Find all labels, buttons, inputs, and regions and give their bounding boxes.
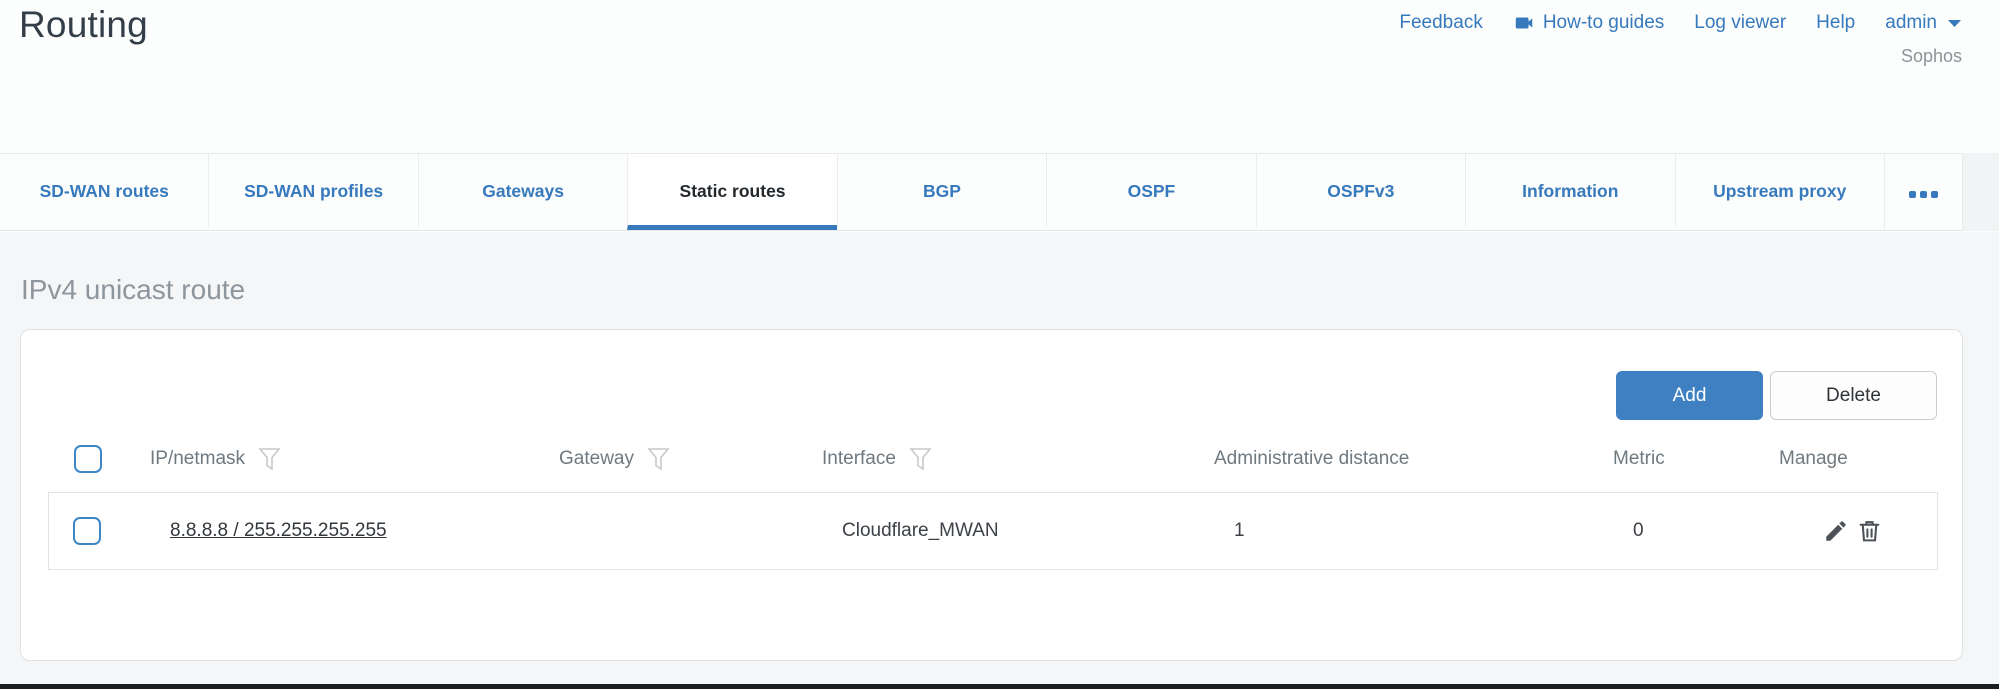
brand-label: Sophos <box>1900 46 1962 66</box>
route-link[interactable]: 8.8.8.8 / 255.255.255.255 <box>170 520 387 541</box>
add-button[interactable]: Add <box>1616 371 1763 420</box>
tab-upstream-proxy[interactable]: Upstream proxy <box>1674 154 1884 230</box>
column-label: Metric <box>1613 448 1665 469</box>
tab-information[interactable]: Information <box>1465 154 1674 230</box>
top-navigation: Feedback How-to guides Log viewer Help a… <box>1399 12 1962 34</box>
content-area: IPv4 unicast route Add Delete IP/netmask… <box>0 232 1999 684</box>
help-link[interactable]: Help <box>1816 12 1856 33</box>
log-viewer-link[interactable]: Log viewer <box>1694 12 1787 33</box>
funnel-icon[interactable] <box>647 447 670 472</box>
column-label: Administrative distance <box>1214 448 1410 469</box>
tab-bar: SD-WAN routes SD-WAN profiles Gateways S… <box>0 153 1963 231</box>
column-label: Interface <box>822 448 896 469</box>
table-header: IP/netmask Gateway Interface <box>21 438 1962 480</box>
column-header-ip-netmask: IP/netmask <box>150 438 281 480</box>
video-camera-icon <box>1513 12 1535 34</box>
column-header-manage: Manage <box>1779 438 1848 480</box>
tab-gateways[interactable]: Gateways <box>417 154 627 230</box>
table-row: 8.8.8.8 / 255.255.255.255 Cloudflare_MWA… <box>48 492 1938 570</box>
tab-sd-wan-routes[interactable]: SD-WAN routes <box>39 181 169 201</box>
ellipsis-icon <box>1908 190 1916 198</box>
funnel-icon[interactable] <box>258 447 281 472</box>
tab-bar-row: SD-WAN routes SD-WAN profiles Gateways S… <box>0 153 1999 231</box>
tab-sd-wan-profiles[interactable]: SD-WAN profiles <box>208 154 417 230</box>
column-label: IP/netmask <box>150 448 246 469</box>
funnel-icon[interactable] <box>909 447 932 472</box>
more-tabs-button[interactable] <box>1883 154 1962 230</box>
column-header-metric: Metric <box>1613 438 1665 480</box>
admin-distance-cell: 1 <box>1234 520 1245 541</box>
routes-panel: Add Delete IP/netmask Gateway <box>20 329 1963 661</box>
ellipsis-icon <box>1919 190 1927 198</box>
chevron-down-icon <box>1945 18 1962 28</box>
row-checkbox[interactable] <box>73 517 101 545</box>
tab-ospf[interactable]: OSPF <box>1046 154 1255 230</box>
row-checkbox-cell <box>73 493 101 569</box>
tab-bgp[interactable]: BGP <box>836 154 1046 230</box>
tab-static-routes[interactable]: Static routes <box>627 154 837 230</box>
user-name: admin <box>1885 12 1937 33</box>
screen-bottom-edge <box>0 684 1999 689</box>
ellipsis-icon <box>1930 190 1938 198</box>
user-menu[interactable]: admin <box>1885 12 1962 34</box>
section-title: IPv4 unicast route <box>21 274 246 305</box>
manage-cell <box>1823 493 1882 569</box>
delete-button[interactable]: Delete <box>1770 371 1937 420</box>
interface-cell: Cloudflare_MWAN <box>842 520 999 541</box>
page-header: Routing Feedback How-to guides Log viewe… <box>0 0 1999 154</box>
column-label: Manage <box>1779 448 1848 469</box>
tab-ospfv3[interactable]: OSPFv3 <box>1255 154 1465 230</box>
howto-guides-link[interactable]: How-to guides <box>1513 12 1664 34</box>
feedback-link[interactable]: Feedback <box>1399 12 1483 33</box>
select-all-checkbox[interactable] <box>74 445 102 473</box>
ip-netmask-cell: 8.8.8.8 / 255.255.255.255 <box>170 493 387 569</box>
metric-cell: 0 <box>1633 520 1644 541</box>
pencil-icon[interactable] <box>1823 518 1849 544</box>
column-label: Gateway <box>559 448 634 469</box>
column-header-gateway: Gateway <box>559 438 670 480</box>
page-title: Routing <box>19 4 148 45</box>
column-header-admin-distance: Administrative distance <box>1214 438 1409 480</box>
column-header-interface: Interface <box>822 438 932 480</box>
howto-guides-label: How-to guides <box>1542 12 1665 33</box>
trash-icon[interactable] <box>1857 518 1882 544</box>
